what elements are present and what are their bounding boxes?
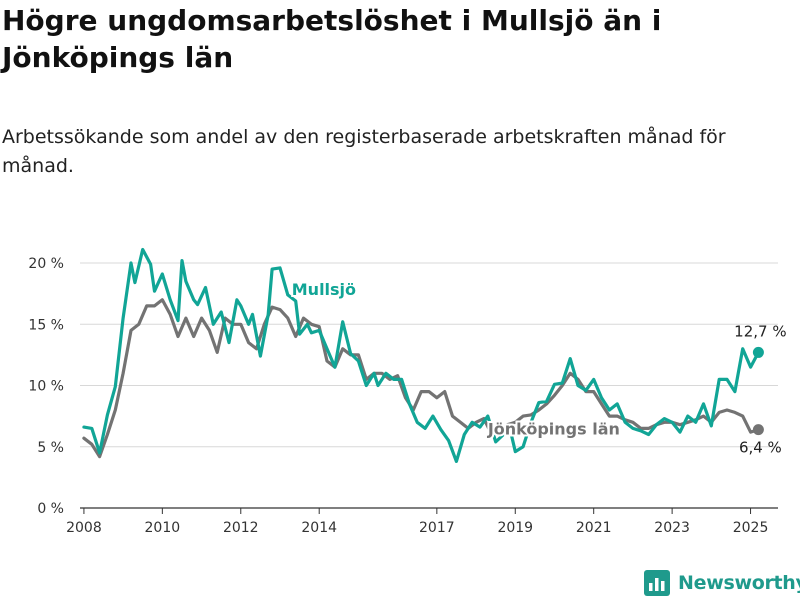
y-tick-label: 10 % <box>28 379 64 395</box>
x-tick-label: 2025 <box>733 520 769 536</box>
series-line-jonkopings-lan <box>82 298 760 459</box>
y-tick-label: 15 % <box>28 317 64 333</box>
x-tick-label: 2010 <box>145 520 181 536</box>
newsworthy-logo-icon <box>644 570 670 596</box>
x-tick-label: 2012 <box>223 520 259 536</box>
x-tick-label: 2021 <box>576 520 612 536</box>
gridlines <box>80 262 778 448</box>
y-tick-label: 5 % <box>37 440 64 456</box>
chart-title: Högre ungdomsarbetslöshet i Mullsjö än i… <box>2 4 662 74</box>
series-label-jonkopings-lan: Jönköpings län <box>487 420 620 439</box>
x-tick-label: 2019 <box>497 520 533 536</box>
brand-name: Newsworthy <box>678 572 800 594</box>
newsworthy-brand: Newsworthy <box>644 568 800 598</box>
x-axis: 2008 2010 2012 2014 2017 2019 2021 2023 2025 <box>66 507 778 536</box>
end-label-jonkopings-lan: 6,4 % <box>739 439 782 457</box>
series-line-mullsjo <box>82 247 760 463</box>
series-labels: Mullsjö Jönköpings län 12,7 % 6,4 % <box>290 278 787 457</box>
end-label-mullsjo: 12,7 % <box>734 322 786 340</box>
x-tick-label: 2023 <box>654 520 690 536</box>
x-tick-label: 2017 <box>419 520 455 536</box>
y-tick-label: 0 % <box>37 501 64 517</box>
x-tick-label: 2014 <box>301 520 337 536</box>
y-tick-label: 20 % <box>28 256 64 272</box>
end-point-jonkopings-lan <box>752 424 764 436</box>
series-lines <box>82 247 764 463</box>
x-tick-label: 2008 <box>66 520 102 536</box>
end-point-mullsjo <box>752 346 764 358</box>
chart-subtitle: Arbetssökande som andel av den registerb… <box>2 126 726 177</box>
y-axis-labels: 0 % 5 % 10 % 15 % 20 % <box>28 256 64 517</box>
series-label-mullsjo: Mullsjö <box>292 280 356 299</box>
